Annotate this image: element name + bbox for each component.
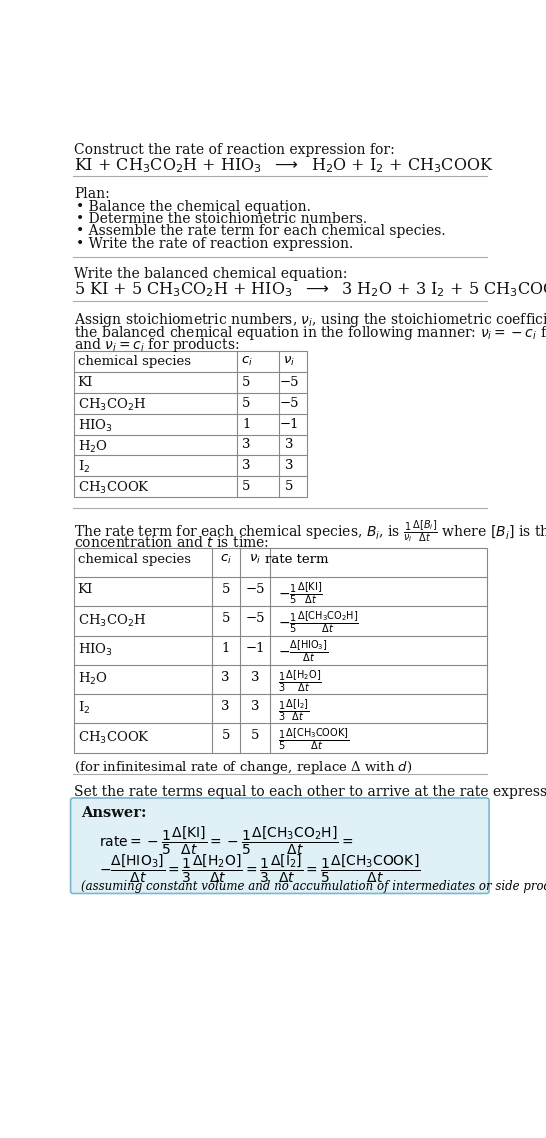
- Text: 3: 3: [221, 671, 230, 684]
- Text: 5: 5: [251, 729, 259, 742]
- Text: • Write the rate of reaction expression.: • Write the rate of reaction expression.: [76, 237, 353, 250]
- Bar: [74, 547, 486, 752]
- Text: concentration and $t$ is time:: concentration and $t$ is time:: [74, 535, 270, 551]
- Text: 3: 3: [285, 438, 293, 452]
- Text: KI + CH$_3$CO$_2$H + HIO$_3$  $\longrightarrow$  H$_2$O + I$_2$ + CH$_3$COOK: KI + CH$_3$CO$_2$H + HIO$_3$ $\longright…: [74, 156, 494, 174]
- Text: 5: 5: [242, 397, 251, 410]
- Text: $\frac{1}{3}\frac{\Delta[\mathrm{I_2}]}{\Delta t}$: $\frac{1}{3}\frac{\Delta[\mathrm{I_2}]}{…: [277, 698, 309, 723]
- Text: rate term: rate term: [265, 553, 329, 566]
- Text: I$_2$: I$_2$: [78, 700, 90, 716]
- Text: 5: 5: [221, 729, 230, 742]
- Text: (for infinitesimal rate of change, replace Δ with $d$): (for infinitesimal rate of change, repla…: [74, 759, 413, 776]
- Text: HIO$_3$: HIO$_3$: [78, 418, 112, 434]
- Text: • Determine the stoichiometric numbers.: • Determine the stoichiometric numbers.: [76, 212, 367, 226]
- Text: Write the balanced chemical equation:: Write the balanced chemical equation:: [74, 267, 348, 281]
- Text: −5: −5: [280, 376, 299, 389]
- Text: Construct the rate of reaction expression for:: Construct the rate of reaction expressio…: [74, 142, 395, 157]
- Text: The rate term for each chemical species, $B_i$, is $\frac{1}{\nu_i}\frac{\Delta[: The rate term for each chemical species,…: [74, 519, 546, 544]
- Text: (assuming constant volume and no accumulation of intermediates or side products): (assuming constant volume and no accumul…: [81, 880, 546, 892]
- Text: 1: 1: [242, 418, 251, 430]
- Text: $-\dfrac{\Delta[\mathrm{HIO_3}]}{\Delta t} = \dfrac{1}{3}\dfrac{\Delta[\mathrm{H: $-\dfrac{\Delta[\mathrm{HIO_3}]}{\Delta …: [99, 852, 420, 885]
- Text: −5: −5: [245, 583, 265, 596]
- Text: and $\nu_i = c_i$ for products:: and $\nu_i = c_i$ for products:: [74, 336, 240, 354]
- Text: the balanced chemical equation in the following manner: $\nu_i = -c_i$ for react: the balanced chemical equation in the fo…: [74, 323, 546, 341]
- Text: CH$_3$COOK: CH$_3$COOK: [78, 480, 150, 496]
- Text: −1: −1: [280, 418, 299, 430]
- FancyBboxPatch shape: [70, 798, 489, 893]
- Text: 5: 5: [242, 376, 251, 389]
- Text: $\nu_i$: $\nu_i$: [283, 355, 295, 369]
- Text: $c_i$: $c_i$: [219, 553, 232, 567]
- Text: 3: 3: [251, 700, 259, 714]
- Text: $\frac{1}{3}\frac{\Delta[\mathrm{H_2O}]}{\Delta t}$: $\frac{1}{3}\frac{\Delta[\mathrm{H_2O}]}…: [277, 668, 321, 693]
- Text: $\mathrm{rate} = -\dfrac{1}{5}\dfrac{\Delta[\mathrm{KI}]}{\Delta t} = -\dfrac{1}: $\mathrm{rate} = -\dfrac{1}{5}\dfrac{\De…: [99, 825, 353, 857]
- Text: Set the rate terms equal to each other to arrive at the rate expression:: Set the rate terms equal to each other t…: [74, 785, 546, 799]
- Text: KI: KI: [78, 583, 93, 596]
- Text: 3: 3: [242, 438, 251, 452]
- Text: Assign stoichiometric numbers, $\nu_i$, using the stoichiometric coefficients, $: Assign stoichiometric numbers, $\nu_i$, …: [74, 312, 546, 329]
- Text: 3: 3: [221, 700, 230, 714]
- Text: 5: 5: [221, 583, 230, 596]
- Text: H$_2$O: H$_2$O: [78, 438, 108, 454]
- Text: 5 KI + 5 CH$_3$CO$_2$H + HIO$_3$  $\longrightarrow$  3 H$_2$O + 3 I$_2$ + 5 CH$_: 5 KI + 5 CH$_3$CO$_2$H + HIO$_3$ $\longr…: [74, 281, 546, 299]
- Text: $\nu_i$: $\nu_i$: [249, 553, 261, 567]
- Text: 3: 3: [251, 671, 259, 684]
- Text: KI: KI: [78, 376, 93, 389]
- Text: $-\frac{1}{5}\frac{\Delta[\mathrm{CH_3CO_2H}]}{\Delta t}$: $-\frac{1}{5}\frac{\Delta[\mathrm{CH_3CO…: [277, 609, 359, 635]
- Text: 3: 3: [285, 460, 293, 472]
- Text: −1: −1: [245, 642, 265, 654]
- Text: $-\frac{\Delta[\mathrm{HIO_3}]}{\Delta t}$: $-\frac{\Delta[\mathrm{HIO_3}]}{\Delta t…: [277, 638, 328, 665]
- Text: • Balance the chemical equation.: • Balance the chemical equation.: [76, 199, 311, 214]
- Text: HIO$_3$: HIO$_3$: [78, 642, 112, 658]
- Text: 3: 3: [242, 460, 251, 472]
- Bar: [74, 352, 307, 497]
- Text: I$_2$: I$_2$: [78, 460, 90, 476]
- Text: 5: 5: [285, 480, 293, 493]
- Text: 1: 1: [221, 642, 230, 654]
- Text: 5: 5: [221, 612, 230, 626]
- Text: Plan:: Plan:: [74, 187, 110, 200]
- Text: $-\frac{1}{5}\frac{\Delta[\mathrm{KI}]}{\Delta t}$: $-\frac{1}{5}\frac{\Delta[\mathrm{KI}]}{…: [277, 580, 323, 605]
- Text: −5: −5: [280, 397, 299, 410]
- Text: CH$_3$CO$_2$H: CH$_3$CO$_2$H: [78, 612, 146, 628]
- Text: • Assemble the rate term for each chemical species.: • Assemble the rate term for each chemic…: [76, 224, 446, 238]
- Text: chemical species: chemical species: [78, 553, 191, 566]
- Text: H$_2$O: H$_2$O: [78, 671, 108, 687]
- Text: −5: −5: [245, 612, 265, 626]
- Text: 5: 5: [242, 480, 251, 493]
- Text: $\frac{1}{5}\frac{\Delta[\mathrm{CH_3COOK}]}{\Delta t}$: $\frac{1}{5}\frac{\Delta[\mathrm{CH_3COO…: [277, 726, 349, 752]
- Text: CH$_3$CO$_2$H: CH$_3$CO$_2$H: [78, 397, 146, 413]
- Text: Answer:: Answer:: [81, 807, 146, 820]
- Text: chemical species: chemical species: [78, 355, 191, 369]
- Text: $c_i$: $c_i$: [241, 355, 252, 369]
- Text: CH$_3$COOK: CH$_3$COOK: [78, 729, 150, 745]
